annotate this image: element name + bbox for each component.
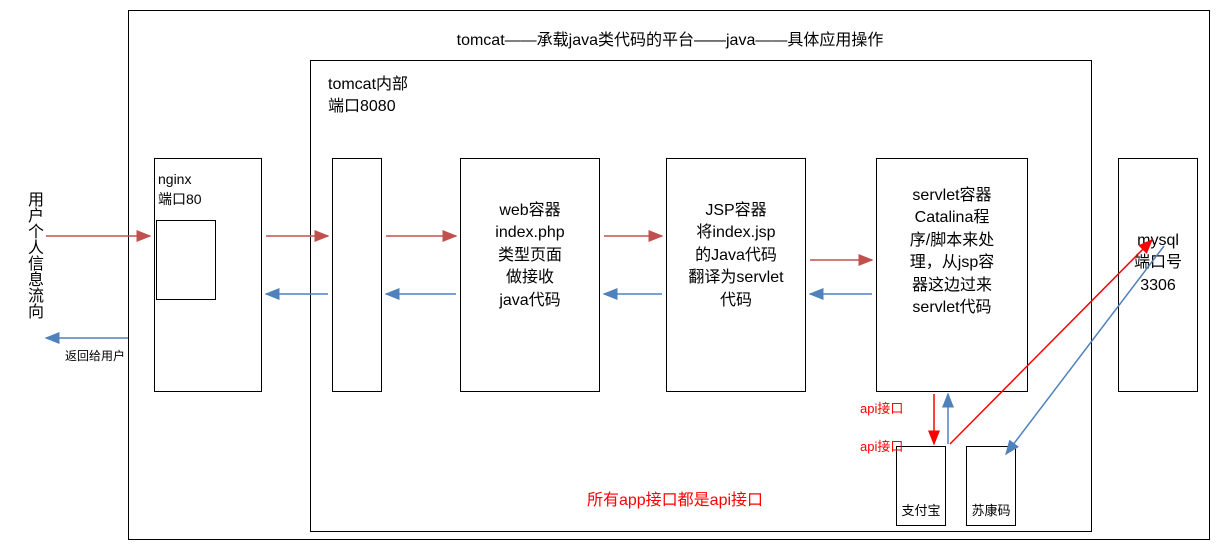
diagram-canvas: tomcat——承载java类代码的平台——java——具体应用操作 用户个人信… [0, 0, 1220, 546]
arrows-layer [0, 0, 1220, 546]
